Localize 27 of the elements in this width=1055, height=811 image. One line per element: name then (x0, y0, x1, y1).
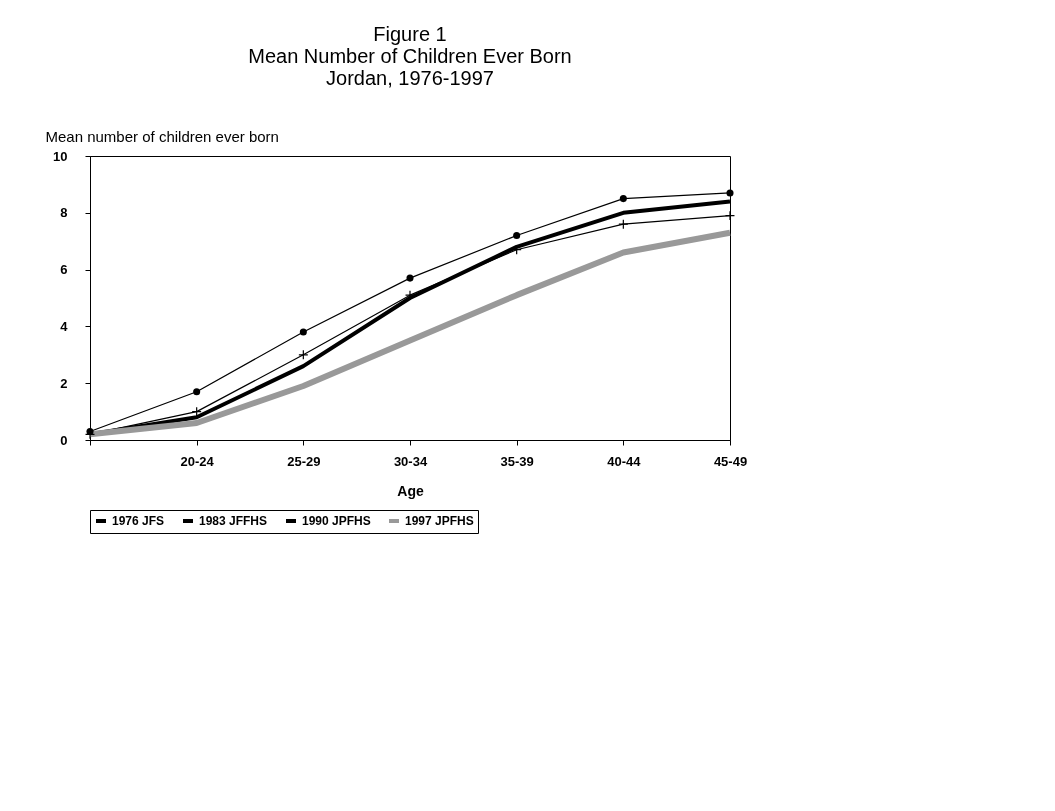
point (406, 274, 414, 282)
y-tick-label: 0 (60, 432, 68, 448)
x-tick-label: 45-49 (713, 453, 748, 469)
chart-subtitle: Mean Number of Children Ever Born Jordan, 1976-1997 (248, 45, 572, 89)
x-tick-label: 30-34 (393, 453, 428, 469)
legend-label: 1990 JPFHS (302, 514, 371, 528)
x-tick-label: 35-39 (500, 453, 534, 469)
x-tick-label: 40-44 (607, 453, 642, 469)
point (724, 210, 736, 221)
legend-label: 1997 JPFHS (405, 514, 474, 528)
point (513, 231, 521, 240)
y-tick-label: 8 (60, 205, 68, 221)
chart-title: Figure 1 (373, 23, 447, 45)
point (193, 388, 201, 396)
y-tick-label: 4 (60, 318, 69, 334)
x-axis-title: Age (397, 482, 424, 499)
point (299, 328, 307, 336)
x-tick-label: 20-24 (180, 453, 215, 469)
y-axis-title: Mean number of children ever born (45, 127, 279, 145)
point (726, 189, 734, 197)
y-tick-label: 2 (60, 375, 68, 391)
legend-label: 1983 JFFHS (199, 514, 268, 528)
x-tick-label: 25-29 (287, 453, 321, 469)
y-tick-label: 6 (60, 262, 68, 278)
legend-label: 1976 JFS (112, 514, 165, 528)
point (619, 195, 627, 203)
y-tick-label: 10 (53, 148, 68, 164)
